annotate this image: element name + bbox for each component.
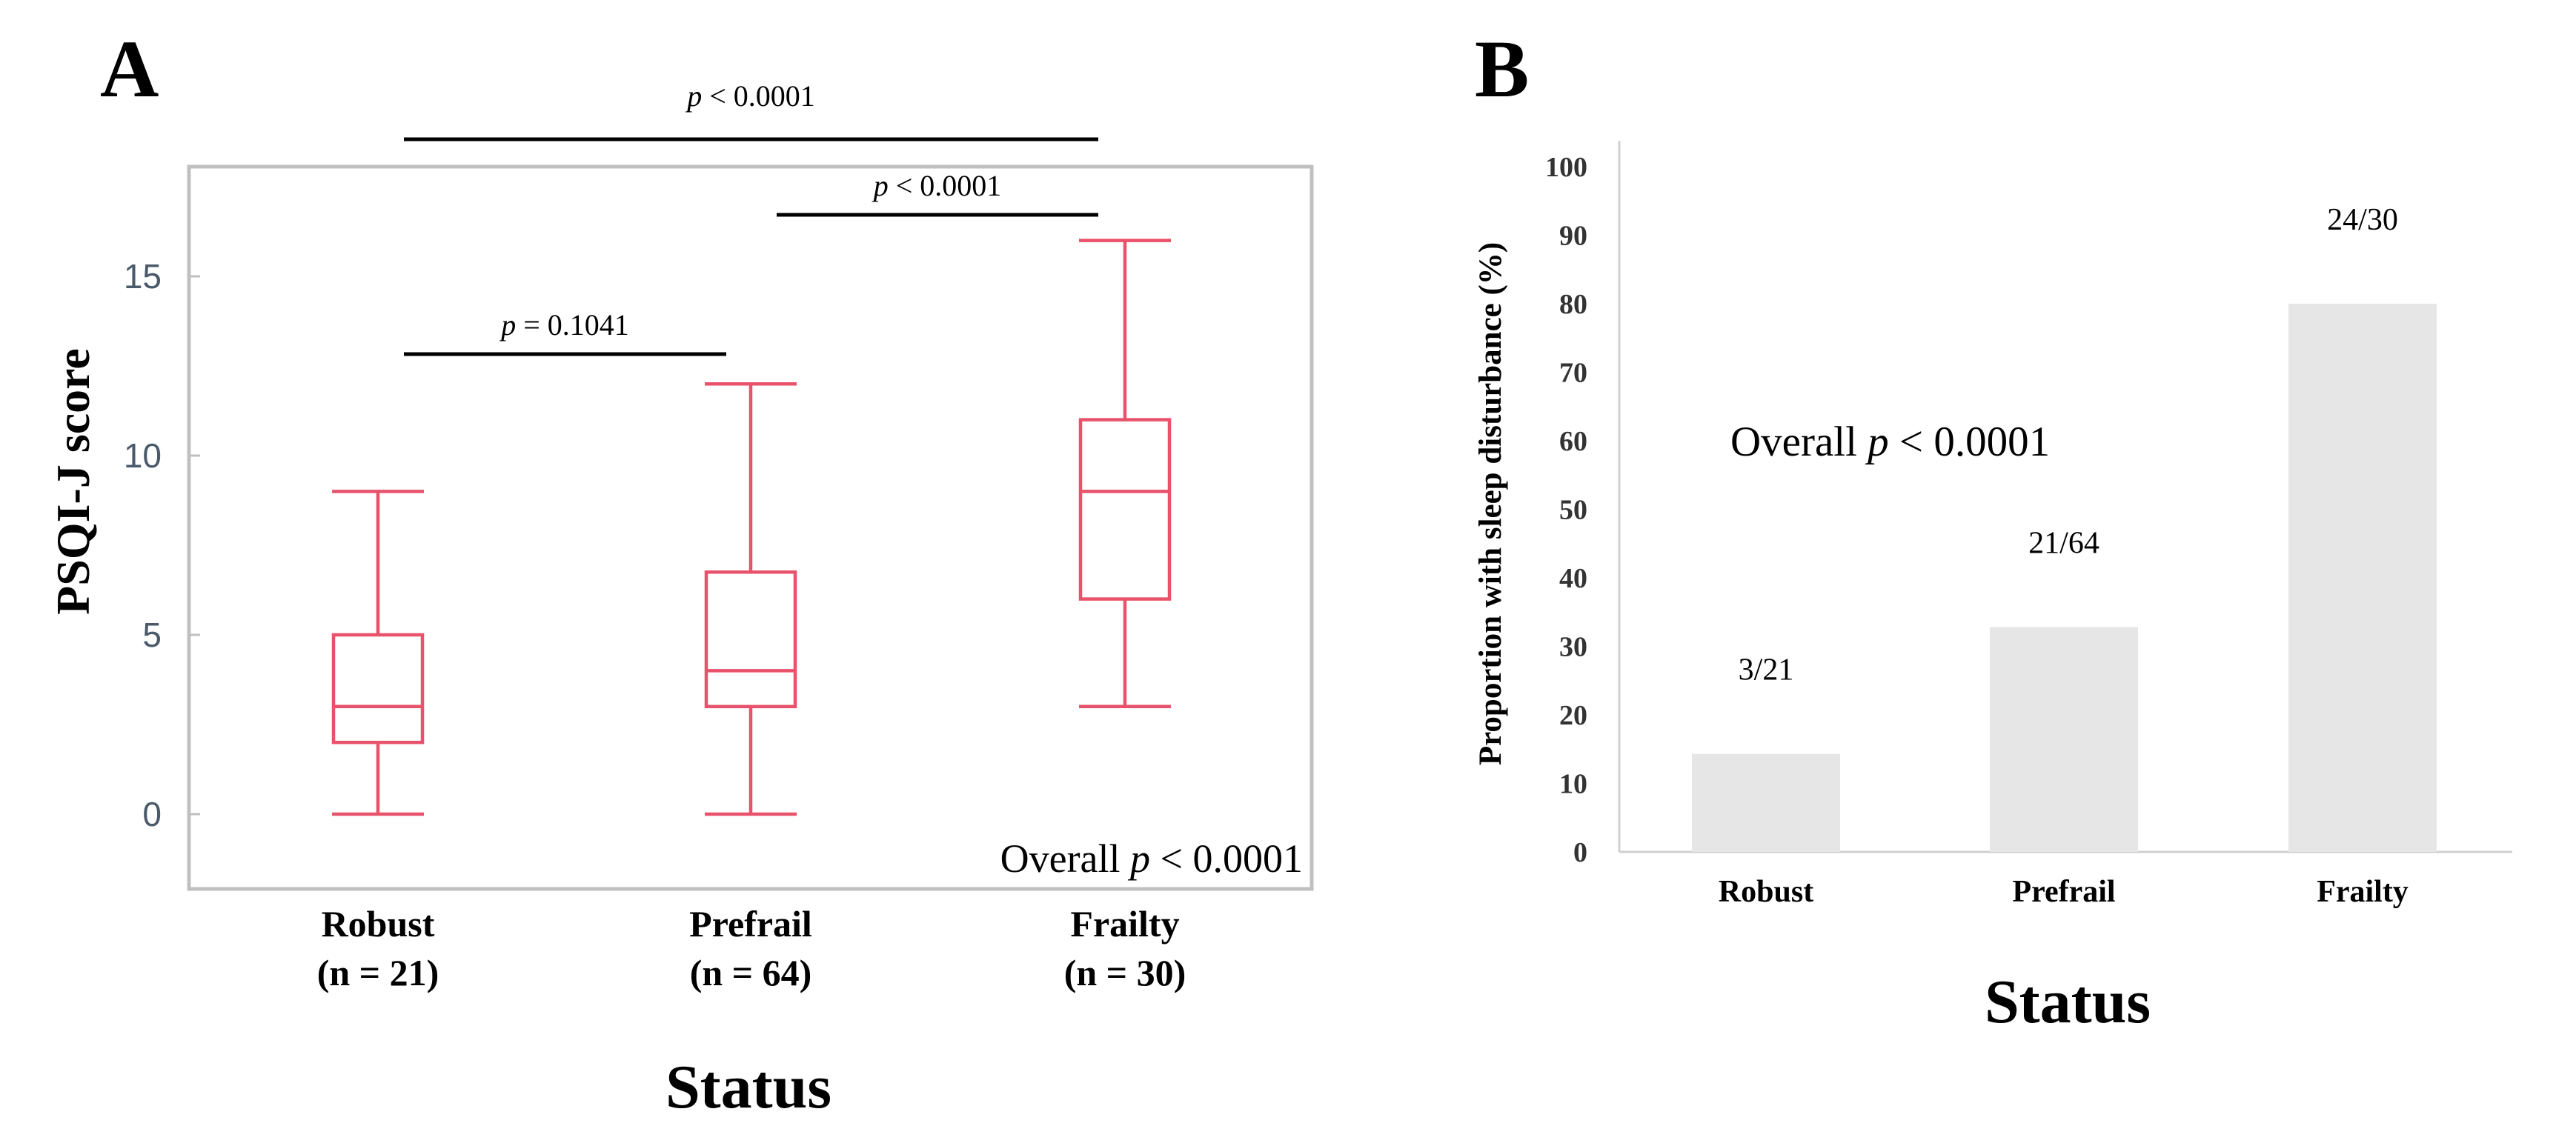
bar-prefrail xyxy=(1990,627,2138,852)
panel-b-x-labels: Robust Prefrail Frailty xyxy=(1719,875,2409,909)
comparison-p-value: p < 0.0001 xyxy=(685,79,815,113)
panel-b-y-tick-label: 0 xyxy=(1573,837,1587,868)
panel-b-x-tick-label: Robust xyxy=(1719,875,1813,909)
comparison-p-value: p = 0.1041 xyxy=(499,308,629,342)
box-prefrail xyxy=(704,382,797,816)
panel-b-y-tick-label: 60 xyxy=(1559,426,1587,457)
panel-a-y-ticks: 0 5 10 15 xyxy=(124,257,200,833)
iqr-box xyxy=(1078,418,1172,601)
comparison-p-symbol: p xyxy=(685,79,702,113)
panel-b-overall-p: Overall p < 0.0001 xyxy=(1730,419,2050,465)
panel-b-y-tick-label: 20 xyxy=(1559,700,1587,731)
panel-a-overall-p-rest: < 0.0001 xyxy=(1150,836,1303,881)
panel-b-overall-p-rest: < 0.0001 xyxy=(1889,419,2050,465)
panel-a-x-tick-n: (n = 21) xyxy=(317,952,439,993)
panel-a-plot-frame xyxy=(187,164,1314,891)
panel-b-y-tick-label: 90 xyxy=(1559,221,1587,252)
panel-b-x-tick-label: Frailty xyxy=(2317,875,2409,909)
box-robust xyxy=(331,490,425,816)
iqr-box xyxy=(704,570,797,709)
panel-a-x-labels: Robust (n = 21) Prefrail (n = 64) Frailty (n … xyxy=(317,903,1186,993)
panel-a: A 0 5 10 15 Robust (n = 21) Prefrail (n = 64) F… xyxy=(47,24,1314,1122)
comparison-p-value: p < 0.0001 xyxy=(872,169,1002,202)
panel-a-x-tick-n: (n = 30) xyxy=(1064,952,1186,993)
panel-b-overall-prefix: Overall xyxy=(1730,419,1868,465)
panel-b-y-tick-label: 50 xyxy=(1559,495,1587,526)
box-frailty xyxy=(1078,239,1172,709)
panel-b-y-tick-label: 100 xyxy=(1545,152,1587,183)
panel-a-boxes xyxy=(331,239,1172,816)
comparison-p-symbol: p xyxy=(872,169,889,202)
panel-b-y-tick-label: 10 xyxy=(1559,769,1587,800)
panel-b-y-tick-label: 30 xyxy=(1559,632,1587,663)
panel-b-overall-p-symbol: p xyxy=(1865,419,1889,465)
bar-robust xyxy=(1692,753,1840,852)
bar-data-label: 24/30 xyxy=(2327,203,2398,237)
panel-b-y-tick-label: 80 xyxy=(1559,289,1587,320)
panel-a-x-axis-label: Status xyxy=(665,1053,831,1122)
panel-a-x-tick-label: Frailty xyxy=(1070,903,1179,945)
comparison-p-rest: < 0.0001 xyxy=(889,169,1002,202)
panel-a-y-tick-label: 0 xyxy=(142,795,162,833)
panel-a-x-tick-n: (n = 64) xyxy=(690,952,812,993)
panel-b-y-ticks: 0 10 20 30 40 50 60 70 80 90 100 xyxy=(1545,152,1587,868)
panel-a-y-axis-label: PSQI-J score xyxy=(47,348,99,615)
panel-a-overall-p-symbol: p xyxy=(1127,836,1150,881)
panel-a-overall-prefix: Overall xyxy=(1000,836,1130,881)
panel-b-x-axis-label: Status xyxy=(1985,967,2151,1036)
panel-b-data-labels: 3/21 21/64 24/30 xyxy=(1739,203,2398,687)
panel-b-bars xyxy=(1692,304,2437,852)
bar-frailty xyxy=(2288,304,2437,852)
bar-data-label: 21/64 xyxy=(2028,527,2099,561)
panel-b-y-axis-label: Proportion with sleep disturbance (%) xyxy=(1473,242,1508,765)
panel-a-x-tick-label: Robust xyxy=(322,903,435,945)
panel-b-y-tick-label: 70 xyxy=(1559,358,1587,389)
panel-b-label: B xyxy=(1475,24,1529,114)
panel-a-y-tick-label: 10 xyxy=(124,436,162,475)
panel-b-y-tick-label: 40 xyxy=(1559,563,1587,594)
panel-a-y-tick-label: 15 xyxy=(124,257,162,296)
panel-a-y-tick-label: 5 xyxy=(142,616,162,654)
panel-a-overall-p: Overall p < 0.0001 xyxy=(1000,836,1303,881)
comparison-p-rest: < 0.0001 xyxy=(702,79,815,113)
panel-a-label: A xyxy=(100,24,159,114)
panel-b-x-tick-label: Prefrail xyxy=(2012,875,2115,909)
comparison-p-rest: = 0.1041 xyxy=(516,308,629,342)
comparison-p-symbol: p xyxy=(499,308,516,342)
iqr-box xyxy=(331,633,425,744)
bar-data-label: 3/21 xyxy=(1739,653,1794,687)
panel-a-x-tick-label: Prefrail xyxy=(689,903,812,945)
